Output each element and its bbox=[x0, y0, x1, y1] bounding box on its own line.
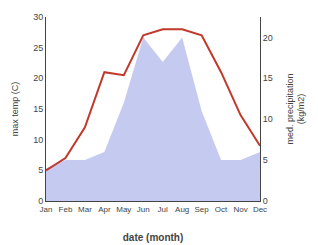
svg-text:20: 20 bbox=[33, 73, 43, 83]
svg-text:0: 0 bbox=[263, 196, 268, 206]
svg-text:5: 5 bbox=[38, 165, 43, 175]
svg-text:Jun: Jun bbox=[137, 205, 150, 214]
svg-text:20: 20 bbox=[263, 33, 273, 43]
svg-text:Jan: Jan bbox=[40, 205, 53, 214]
svg-text:med. precipitation(kg/m2): med. precipitation(kg/m2) bbox=[285, 73, 307, 144]
svg-text:Dec: Dec bbox=[253, 205, 267, 214]
svg-text:15: 15 bbox=[33, 104, 43, 114]
svg-text:Mar: Mar bbox=[78, 205, 92, 214]
svg-text:Sep: Sep bbox=[195, 205, 210, 214]
svg-text:15: 15 bbox=[263, 73, 273, 83]
svg-text:Aug: Aug bbox=[175, 205, 189, 214]
svg-text:30: 30 bbox=[33, 12, 43, 22]
svg-text:Apr: Apr bbox=[98, 205, 111, 214]
svg-text:0: 0 bbox=[38, 196, 43, 206]
svg-text:10: 10 bbox=[263, 114, 273, 124]
svg-text:25: 25 bbox=[33, 43, 43, 53]
svg-text:May: May bbox=[116, 205, 131, 214]
svg-text:Jul: Jul bbox=[158, 205, 168, 214]
svg-text:Feb: Feb bbox=[59, 205, 73, 214]
svg-text:10: 10 bbox=[33, 135, 43, 145]
svg-text:max temp (C): max temp (C) bbox=[10, 82, 20, 137]
svg-text:Oct: Oct bbox=[215, 205, 228, 214]
svg-text:5: 5 bbox=[263, 155, 268, 165]
svg-text:Nov: Nov bbox=[233, 205, 247, 214]
svg-text:date (month): date (month) bbox=[123, 232, 184, 243]
